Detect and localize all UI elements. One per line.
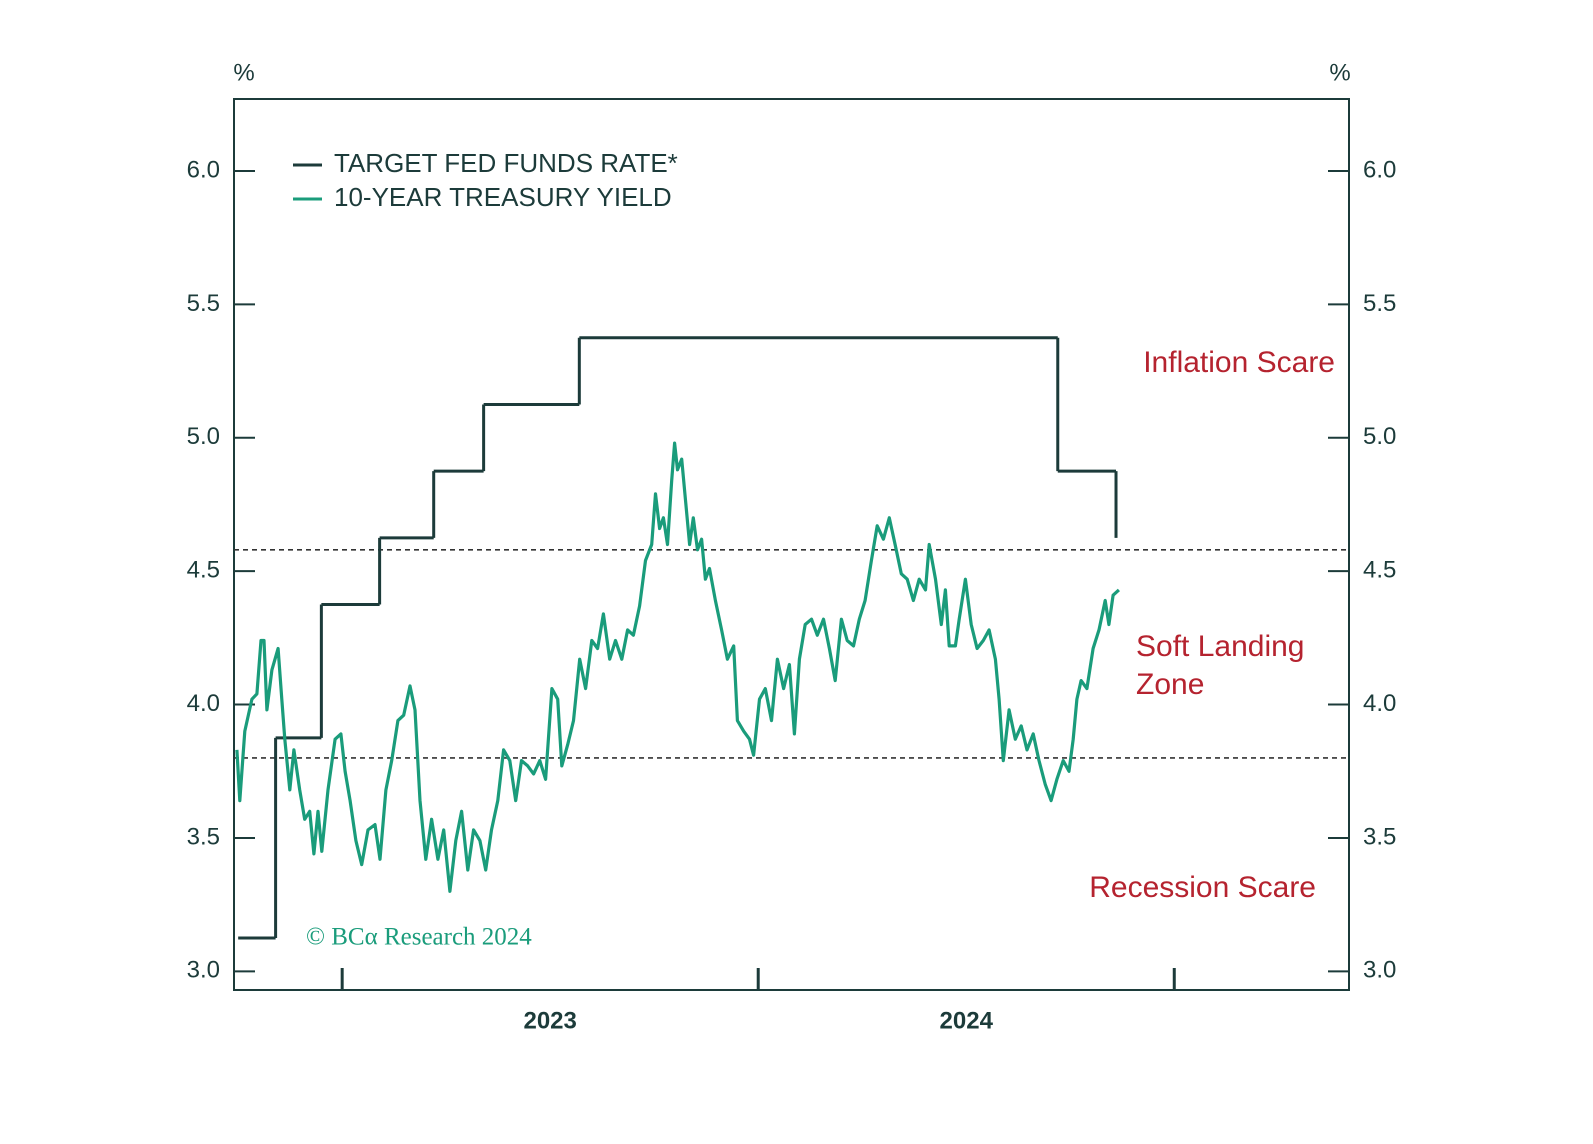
- y2-tick-label: 4.0: [1363, 690, 1396, 717]
- annotation: Zone: [1136, 668, 1204, 701]
- y-tick-label: 6.0: [187, 156, 220, 183]
- y-unit-left: %: [233, 59, 254, 86]
- annotation: Inflation Scare: [1143, 346, 1335, 379]
- legend-label: 10-YEAR TREASURY YIELD: [334, 182, 672, 212]
- y-tick-label: 4.5: [187, 557, 220, 584]
- y2-tick-label: 5.0: [1363, 423, 1396, 450]
- annotation: Soft Landing: [1136, 630, 1304, 663]
- x-tick-label: 2023: [523, 1007, 576, 1034]
- y2-tick-label: 5.5: [1363, 290, 1396, 317]
- source: © BCα Research 2024: [306, 924, 532, 951]
- annotation: Recession Scare: [1089, 871, 1316, 904]
- y-tick-label: 5.5: [187, 290, 220, 317]
- y-tick-label: 3.0: [187, 957, 220, 984]
- y-unit-right: %: [1329, 59, 1350, 86]
- y2-tick-label: 3.5: [1363, 823, 1396, 850]
- x-tick-label: 2024: [940, 1007, 994, 1034]
- y-tick-label: 4.0: [187, 690, 220, 717]
- y2-tick-label: 6.0: [1363, 156, 1396, 183]
- plot-frame: [233, 98, 1350, 991]
- legend-label: TARGET FED FUNDS RATE*: [334, 148, 678, 178]
- y-tick-label: 5.0: [187, 423, 220, 450]
- y-tick-label: 3.5: [187, 823, 220, 850]
- y2-tick-label: 4.5: [1363, 557, 1396, 584]
- y2-tick-label: 3.0: [1363, 957, 1396, 984]
- series-line: [235, 441, 1120, 893]
